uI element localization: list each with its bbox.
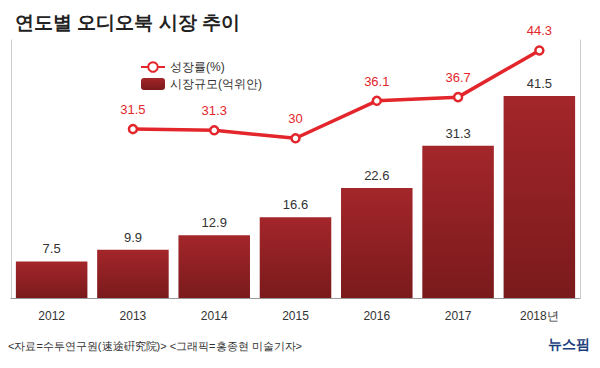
- svg-text:시장규모(억위안): 시장규모(억위안): [170, 77, 262, 91]
- svg-text:16.6: 16.6: [283, 197, 308, 212]
- svg-text:2017: 2017: [445, 309, 472, 323]
- svg-text:22.6: 22.6: [364, 168, 389, 183]
- svg-text:<자료=수투연구원(速途硏究院)> <그래픽=홍종현 미술기: <자료=수투연구원(速途硏究院)> <그래픽=홍종현 미술기자>: [8, 340, 302, 352]
- svg-text:44.3: 44.3: [527, 23, 552, 38]
- svg-text:31.3: 31.3: [202, 103, 227, 118]
- svg-text:31.3: 31.3: [445, 126, 470, 141]
- svg-text:7.5: 7.5: [43, 241, 61, 256]
- svg-text:2015: 2015: [282, 309, 309, 323]
- svg-text:2013: 2013: [120, 309, 147, 323]
- svg-text:12.9: 12.9: [202, 215, 227, 230]
- svg-text:성장률(%): 성장률(%): [170, 60, 225, 74]
- svg-text:뉴스핌: 뉴스핌: [548, 336, 590, 352]
- svg-text:2012: 2012: [38, 309, 65, 323]
- svg-text:31.5: 31.5: [120, 102, 145, 117]
- svg-text:36.7: 36.7: [445, 70, 470, 85]
- svg-text:2018년: 2018년: [520, 309, 559, 323]
- svg-text:36.1: 36.1: [364, 74, 389, 89]
- svg-text:41.5: 41.5: [527, 76, 552, 91]
- svg-text:30: 30: [288, 111, 302, 126]
- svg-text:연도별 오디오북 시장 추이: 연도별 오디오북 시장 추이: [15, 12, 240, 33]
- svg-text:2014: 2014: [201, 309, 228, 323]
- svg-text:2016: 2016: [363, 309, 390, 323]
- svg-text:9.9: 9.9: [124, 230, 142, 245]
